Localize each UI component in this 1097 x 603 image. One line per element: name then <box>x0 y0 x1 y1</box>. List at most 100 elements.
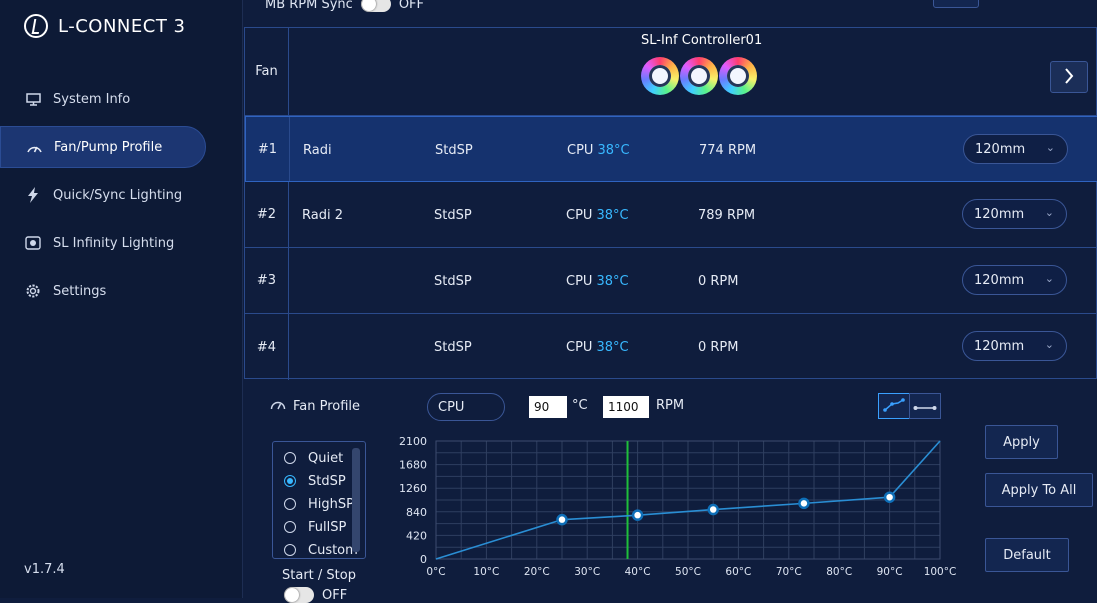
x-tick-label: 60°C <box>725 566 751 578</box>
fan-size-value: 120mm <box>974 338 1025 354</box>
controller-header: Fan SL-Inf Controller01 <box>245 28 1097 116</box>
mb-rpm-sync-toggle[interactable] <box>360 0 391 12</box>
fan-profile-title: Fan Profile <box>270 398 360 414</box>
fan-size-select[interactable]: 120mm ⌄ <box>963 134 1068 164</box>
curve-point[interactable] <box>707 503 719 516</box>
flat-mode-button[interactable] <box>909 393 941 419</box>
sidebar-item-sl-infinity-lighting[interactable]: SL Infinity Lighting <box>0 222 206 264</box>
fan-size-select[interactable]: 120mm ⌄ <box>962 199 1067 229</box>
fan-rpm: 0 RPM <box>698 273 739 289</box>
x-tick-label: 70°C <box>776 566 802 578</box>
curve-line-icon <box>883 397 905 416</box>
sidebar-item-label: Settings <box>53 283 107 299</box>
profile-option-fullsp[interactable]: FullSP <box>284 517 346 537</box>
controller-name: SL-Inf Controller01 <box>641 33 763 48</box>
gauge-icon <box>270 398 286 414</box>
curve-mode-button[interactable] <box>878 393 910 419</box>
fan-size-select[interactable]: 120mm ⌄ <box>962 265 1067 295</box>
sidebar-item-fan-pump-profile[interactable]: Fan/Pump Profile <box>0 126 206 168</box>
fan-profile: StdSP <box>434 207 472 223</box>
fan-image-icon <box>680 57 718 95</box>
profile-option-quiet[interactable]: Quiet <box>284 448 343 468</box>
fan-row[interactable]: #4 StdSP CPU 38°C 0 RPM 120mm ⌄ <box>245 314 1097 380</box>
start-stop-toggle[interactable] <box>284 587 314 603</box>
sensor-temp: 38°C <box>596 207 629 223</box>
fan-image-icon <box>719 57 757 95</box>
sidebar-item-settings[interactable]: Settings <box>0 270 206 312</box>
fan-row[interactable]: #3 StdSP CPU 38°C 0 RPM 120mm ⌄ <box>245 248 1097 314</box>
profile-option-label: StdSP <box>308 473 346 489</box>
y-tick-label: 840 <box>406 506 427 519</box>
app-logo: L-CONNECT 3 <box>24 14 185 38</box>
profile-option-custom[interactable]: Custom <box>284 540 358 558</box>
start-stop: OFF <box>284 587 347 603</box>
fan-sensor: CPU 38°C <box>566 182 629 248</box>
sidebar-item-system-info[interactable]: System Info <box>0 78 206 120</box>
sensor-name: CPU <box>566 339 593 355</box>
curve-point[interactable] <box>631 509 644 521</box>
lightning-icon <box>24 186 42 204</box>
radio-selected-icon <box>284 475 296 487</box>
app-version: v1.7.4 <box>24 562 65 577</box>
sensor-name: CPU <box>566 273 593 289</box>
mb-rpm-sync: MB RPM Sync OFF <box>265 0 424 12</box>
radio-icon <box>284 498 296 510</box>
chevron-down-icon: ⌄ <box>1044 206 1054 219</box>
fan-curve-chart[interactable]: 2100 1680 1260 840 420 00°C 10°C 20°C 30°C 40°C 50… <box>394 433 959 593</box>
rpm-unit: RPM <box>656 398 685 413</box>
fan-profile-label: Fan Profile <box>293 398 361 414</box>
y-tick-label: 1260 <box>399 482 427 495</box>
fan-size-value: 120mm <box>974 272 1025 288</box>
curve-point[interactable] <box>798 497 810 510</box>
x-tick-label: 80°C <box>826 566 852 578</box>
x-tick-label: 0°C <box>426 566 445 578</box>
next-controller-button[interactable] <box>1050 61 1088 93</box>
fan-row[interactable]: #2 Radi 2 StdSP CPU 38°C 789 RPM 120mm ⌄ <box>245 182 1097 248</box>
lian-li-logo-icon <box>24 14 48 38</box>
curve-point[interactable] <box>883 491 896 503</box>
x-tick-label: 50°C <box>675 566 701 578</box>
default-button[interactable]: Default <box>985 538 1069 572</box>
fan-name: Radi <box>303 142 332 158</box>
sensor-temp: 38°C <box>596 339 629 355</box>
radio-icon <box>284 521 296 533</box>
profile-option-stdsp[interactable]: StdSP <box>284 471 346 491</box>
temp-input[interactable]: 90 <box>529 396 567 418</box>
x-tick-label: 10°C <box>473 566 499 578</box>
fan-number: #3 <box>245 248 289 313</box>
sensor-select-value: CPU <box>438 399 465 415</box>
top-action-button[interactable] <box>933 0 979 8</box>
profile-list-scrollbar[interactable] <box>352 448 360 552</box>
sensor-select[interactable]: CPU <box>427 393 505 421</box>
chevron-down-icon: ⌄ <box>1044 272 1054 285</box>
sensor-name: CPU <box>567 142 594 158</box>
fan-number: #4 <box>245 314 289 380</box>
apply-button[interactable]: Apply <box>985 425 1058 459</box>
fan-size-select[interactable]: 120mm ⌄ <box>962 331 1067 361</box>
start-stop-label: Start / Stop <box>282 568 356 583</box>
sidebar: L-CONNECT 3 System Info Fan/Pump Profile… <box>0 0 243 598</box>
sidebar-item-quick-sync-lighting[interactable]: Quick/Sync Lighting <box>0 174 206 216</box>
curve-point[interactable] <box>556 513 568 526</box>
chevron-down-icon: ⌄ <box>1044 338 1054 351</box>
profile-option-label: Quiet <box>308 450 344 466</box>
plot-frame <box>435 440 941 560</box>
apply-to-all-button[interactable]: Apply To All <box>985 473 1093 507</box>
fan-table: Fan SL-Inf Controller01 #1 Radi StdSP CP… <box>244 27 1097 380</box>
fan-number: #1 <box>246 117 290 181</box>
chevron-down-icon: ⌄ <box>1045 141 1055 154</box>
sidebar-item-label: System Info <box>53 91 131 107</box>
fan-column-header: Fan <box>245 28 289 115</box>
rpm-input[interactable]: 1100 <box>603 396 649 418</box>
fan-row[interactable]: #1 Radi StdSP CPU 38°C 774 RPM 120mm ⌄ <box>245 116 1097 182</box>
fan-sensor: CPU 38°C <box>566 314 629 380</box>
controller-fans <box>641 57 758 95</box>
gear-icon <box>24 282 42 300</box>
profile-option-label: FullSP <box>308 519 347 535</box>
start-stop-state: OFF <box>322 587 348 603</box>
profile-option-label: HighSP <box>308 496 354 512</box>
gauge-icon <box>25 138 43 156</box>
y-tick-label: 0 <box>420 553 427 566</box>
profile-option-highsp[interactable]: HighSP <box>284 494 354 514</box>
profile-list: Quiet StdSP HighSP FullSP Custom <box>272 441 366 559</box>
